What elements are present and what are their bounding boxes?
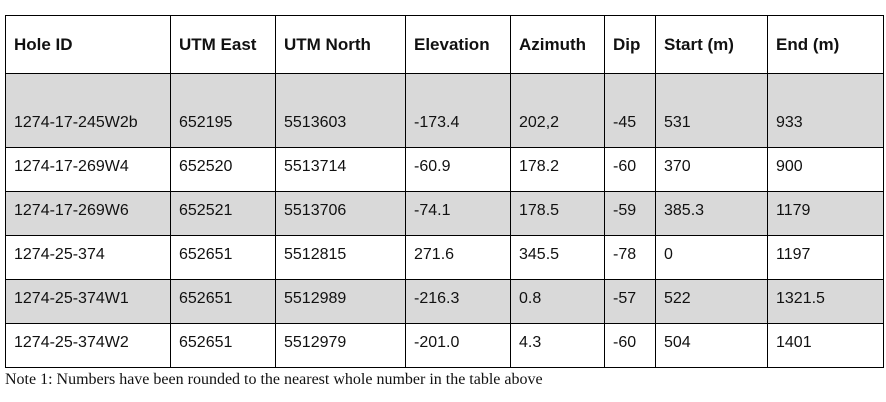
table-cell: 271.6 [405, 235, 511, 280]
table-cell: -78 [604, 235, 656, 280]
table-cell: 0.8 [510, 279, 605, 324]
table-cell: 385.3 [655, 191, 768, 236]
table-cell: 1274-17-245W2b [5, 73, 171, 148]
table-cell: 652651 [170, 279, 276, 324]
header-row: Hole ID UTM East UTM North Elevation Azimuth… [5, 15, 884, 74]
table-cell: 345.5 [510, 235, 605, 280]
table-cell: 504 [655, 323, 768, 368]
table-cell: -60 [604, 323, 656, 368]
table-cell: -45 [604, 73, 656, 148]
table-cell: 652195 [170, 73, 276, 148]
table-cell: 5512989 [275, 279, 406, 324]
table-cell: 1274-17-269W6 [5, 191, 171, 236]
table-cell: -201.0 [405, 323, 511, 368]
table-cell: 5513706 [275, 191, 406, 236]
table-row: 1274-17-269W4 652520 5513714 -60.9 178.2 -60 3… [5, 147, 884, 192]
table-row: 1274-17-269W6 652521 5513706 -74.1 178.5 -59 3… [5, 191, 884, 236]
table-cell: 1197 [767, 235, 884, 280]
table-cell: 5512979 [275, 323, 406, 368]
table-body: 1274-17-245W2b 652195 5513603 -173.4 202,2 -4… [5, 73, 884, 368]
note: Note 1: Numbers have been rounded to the… [5, 371, 543, 388]
table-cell: 1179 [767, 191, 884, 236]
table-cell: 933 [767, 73, 884, 148]
table-cell: 652521 [170, 191, 276, 236]
column-header: Start (m) [655, 15, 768, 74]
column-header: Dip [604, 15, 656, 74]
table-cell: -59 [604, 191, 656, 236]
table-cell: 370 [655, 147, 768, 192]
table-cell: 5513714 [275, 147, 406, 192]
table-cell: 531 [655, 73, 768, 148]
table-cell: 652651 [170, 323, 276, 368]
table-cell: -57 [604, 279, 656, 324]
table-cell: 4.3 [510, 323, 605, 368]
table-cell: 1274-25-374 [5, 235, 171, 280]
table-cell: 5512815 [275, 235, 406, 280]
table-cell: 178.5 [510, 191, 605, 236]
table-row: 1274-25-374W2 652651 5512979 -201.0 4.3 -60 50… [5, 323, 884, 368]
table-cell: -60 [604, 147, 656, 192]
column-header: Azimuth [510, 15, 605, 74]
column-header: End (m) [767, 15, 884, 74]
table-cell: 652520 [170, 147, 276, 192]
column-header: Hole ID [5, 15, 171, 74]
column-header: UTM East [170, 15, 276, 74]
data-table: Hole ID UTM East UTM North Elevation Azimuth… [5, 15, 884, 368]
table-cell: -173.4 [405, 73, 511, 148]
table-cell: -74.1 [405, 191, 511, 236]
table-row: 1274-25-374W1 652651 5512989 -216.3 0.8 -57 52… [5, 279, 884, 324]
table-cell: 1274-25-374W1 [5, 279, 171, 324]
table-cell: -60.9 [405, 147, 511, 192]
column-header: UTM North [275, 15, 406, 74]
table-cell: 1321.5 [767, 279, 884, 324]
table-cell: 522 [655, 279, 768, 324]
column-header: Elevation [405, 15, 511, 74]
table-cell: 652651 [170, 235, 276, 280]
table-cell: -216.3 [405, 279, 511, 324]
table-cell: 0 [655, 235, 768, 280]
table-row: 1274-25-374 652651 5512815 271.6 345.5 -78 0 11… [5, 235, 884, 280]
table-cell: 1274-25-374W2 [5, 323, 171, 368]
table-cell: 1401 [767, 323, 884, 368]
table-cell: 178.2 [510, 147, 605, 192]
table-cell: 900 [767, 147, 884, 192]
table-row: 1274-17-245W2b 652195 5513603 -173.4 202,2 -4… [5, 73, 884, 148]
table-cell: 202,2 [510, 73, 605, 148]
table-cell: 5513603 [275, 73, 406, 148]
table-cell: 1274-17-269W4 [5, 147, 171, 192]
